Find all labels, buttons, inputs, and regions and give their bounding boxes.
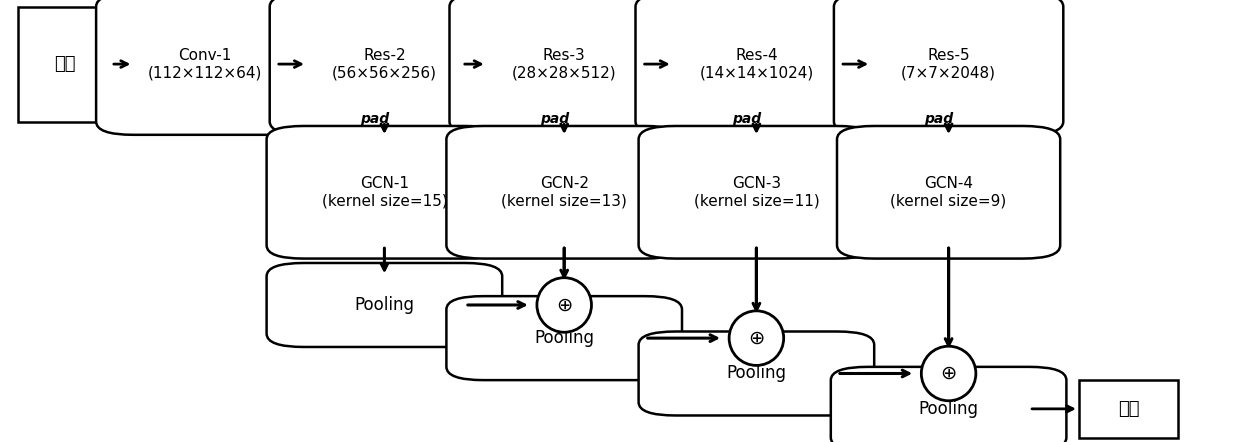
Text: ⊕: ⊕	[940, 364, 957, 383]
FancyBboxPatch shape	[270, 0, 498, 135]
Text: Conv-1
(112×112×64): Conv-1 (112×112×64)	[148, 48, 262, 80]
FancyBboxPatch shape	[639, 332, 874, 415]
Text: GCN-2
(kernel size=13): GCN-2 (kernel size=13)	[501, 176, 627, 209]
FancyBboxPatch shape	[639, 126, 874, 259]
Text: 图像: 图像	[53, 55, 76, 73]
Text: Res-3
(28×28×512): Res-3 (28×28×512)	[512, 48, 616, 80]
FancyBboxPatch shape	[267, 126, 502, 259]
Text: Pooling: Pooling	[919, 400, 978, 418]
Ellipse shape	[729, 311, 784, 366]
FancyBboxPatch shape	[446, 296, 682, 380]
Text: 结果: 结果	[1117, 400, 1140, 418]
FancyBboxPatch shape	[831, 367, 1066, 442]
Text: Pooling: Pooling	[727, 365, 786, 382]
Bar	[17, 7, 112, 122]
Text: pad: pad	[539, 112, 569, 126]
FancyBboxPatch shape	[837, 126, 1060, 259]
Text: GCN-1
(kernel size=15): GCN-1 (kernel size=15)	[321, 176, 448, 209]
Text: Res-4
(14×14×1024): Res-4 (14×14×1024)	[699, 48, 813, 80]
FancyBboxPatch shape	[97, 0, 312, 135]
FancyBboxPatch shape	[833, 0, 1063, 135]
FancyBboxPatch shape	[267, 263, 502, 347]
Text: Pooling: Pooling	[355, 296, 414, 314]
Text: GCN-4
(kernel size=9): GCN-4 (kernel size=9)	[890, 176, 1007, 209]
Text: Pooling: Pooling	[534, 329, 594, 347]
Text: ⊕: ⊕	[556, 296, 573, 314]
FancyBboxPatch shape	[450, 0, 680, 135]
FancyBboxPatch shape	[635, 0, 878, 135]
Text: GCN-3
(kernel size=11): GCN-3 (kernel size=11)	[693, 176, 820, 209]
Text: Res-5
(7×7×2048): Res-5 (7×7×2048)	[901, 48, 996, 80]
Ellipse shape	[537, 278, 591, 332]
Text: pad: pad	[924, 112, 954, 126]
FancyBboxPatch shape	[446, 126, 682, 259]
Text: pad: pad	[360, 112, 389, 126]
Bar	[1079, 380, 1178, 438]
Text: pad: pad	[732, 112, 761, 126]
Ellipse shape	[921, 346, 976, 401]
Text: ⊕: ⊕	[748, 329, 765, 347]
Text: Res-2
(56×56×256): Res-2 (56×56×256)	[332, 48, 436, 80]
